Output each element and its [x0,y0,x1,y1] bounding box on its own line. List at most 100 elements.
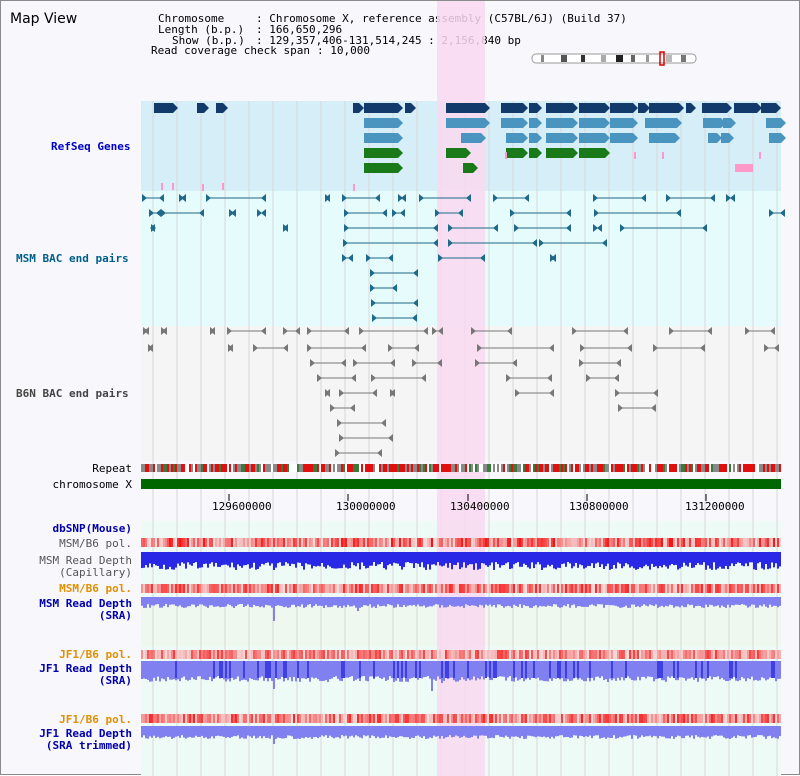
polymorphism-cell [293,650,295,659]
polymorphism-cell [697,714,699,723]
depth-bar [191,597,193,605]
depth-bar [167,661,169,678]
polymorphism-cell [371,714,373,723]
polymorphism-cell [701,650,703,659]
polymorphism-cell [305,650,307,659]
polymorphism-cell [279,650,281,659]
depth-bar [591,661,593,678]
polymorphism-cell [689,584,691,593]
ideogram [531,53,697,64]
gene-arrow [679,103,684,113]
polymorphism-cell [629,584,631,593]
depth-bar [733,597,735,606]
polymorphism-cell [153,714,155,723]
polymorphism-cell [279,584,281,593]
depth-bar [283,597,285,608]
depth-bar [563,726,565,738]
polymorphism-cell [483,714,485,723]
depth-bar [531,552,533,563]
polymorphism-cell [357,538,359,547]
depth-bar [579,552,581,565]
repeat-element [281,464,283,472]
depth-bar [155,661,157,681]
repeat-element [575,464,577,472]
depth-bar [735,726,737,739]
polymorphism-cell [437,650,439,659]
repeat-element [673,464,675,472]
b6n-bac-pair-end [412,359,417,367]
polymorphism-cell [509,584,511,593]
depth-bar [773,726,775,738]
polymorphism-cell [297,538,299,547]
depth-bar [289,552,291,566]
polymorphism-cell [277,584,279,593]
polymorphism-cell [261,538,263,547]
b6n-bac-track-label[interactable]: B6N BAC end pairs [16,387,129,400]
b6n-bac-pair-end [325,389,330,397]
gene-block [769,133,781,143]
polymorphism-cell [609,650,611,659]
depth-bar [663,552,665,565]
polymorphism-cell [761,584,763,593]
polymorphism-cell [193,584,195,593]
depth-bar [207,597,209,608]
depth-bar [363,597,365,606]
depth-bar [569,661,571,681]
depth-bar [459,552,461,570]
polymorphism-cell [263,714,265,723]
polymorphism-cell [553,650,555,659]
depth-bar [431,597,433,607]
polymorphism-cell [427,538,429,547]
polymorphism-cell [659,538,661,547]
polymorphism-cell [179,650,181,659]
polymorphism-cell [733,584,735,593]
polymorphism-cell [649,650,651,659]
refseq-track-label[interactable]: RefSeq Genes [51,140,131,153]
depth-bar [215,661,217,678]
depth-bar [299,597,301,607]
depth-bar [683,597,685,608]
polymorphism-cell [665,714,667,723]
depth-bar [399,661,401,682]
depth-bar [701,661,703,678]
depth-bar [321,661,323,682]
depth-bar [341,661,343,678]
polymorphism-cell [771,650,773,659]
polymorphism-cell [639,650,641,659]
depth-bar [377,726,379,737]
polymorphism-cell [653,714,655,723]
depth-bar [149,661,151,682]
polymorphism-cell [297,584,299,593]
depth-bar [507,552,509,563]
repeat-element [387,464,389,472]
polymorphism-cell [363,650,365,659]
polymorphism-cell [245,714,247,723]
polymorphism-cell [161,538,163,547]
polymorphism-cell [543,584,545,593]
polymorphism-cell [491,714,493,723]
polymorphism-cell [311,538,313,547]
repeat-element [529,464,531,472]
depth-bar [383,597,385,606]
msm-bac-track-label[interactable]: MSM BAC end pairs [16,252,129,265]
depth-bar [147,597,149,605]
depth-bar [707,552,709,566]
depth-bar [143,597,145,608]
depth-bar [225,726,227,738]
b6n-bac-pair-end [614,374,619,382]
polymorphism-cell [383,538,385,547]
polymorphism-cell [597,538,599,547]
dbsnp-track-label[interactable]: dbSNP(Mouse) [52,522,132,535]
repeat-element [627,464,629,472]
jf1-depth-trim-sub-label: (SRA trimmed) [45,739,132,752]
depth-bar [371,726,373,736]
polymorphism-cell [493,650,495,659]
depth-bar [233,552,235,568]
polymorphism-cell [281,584,283,593]
depth-bar [677,726,679,736]
depth-bar [421,726,423,738]
depth-bar [769,661,771,678]
depth-bar [615,597,617,606]
depth-bar [763,597,765,605]
